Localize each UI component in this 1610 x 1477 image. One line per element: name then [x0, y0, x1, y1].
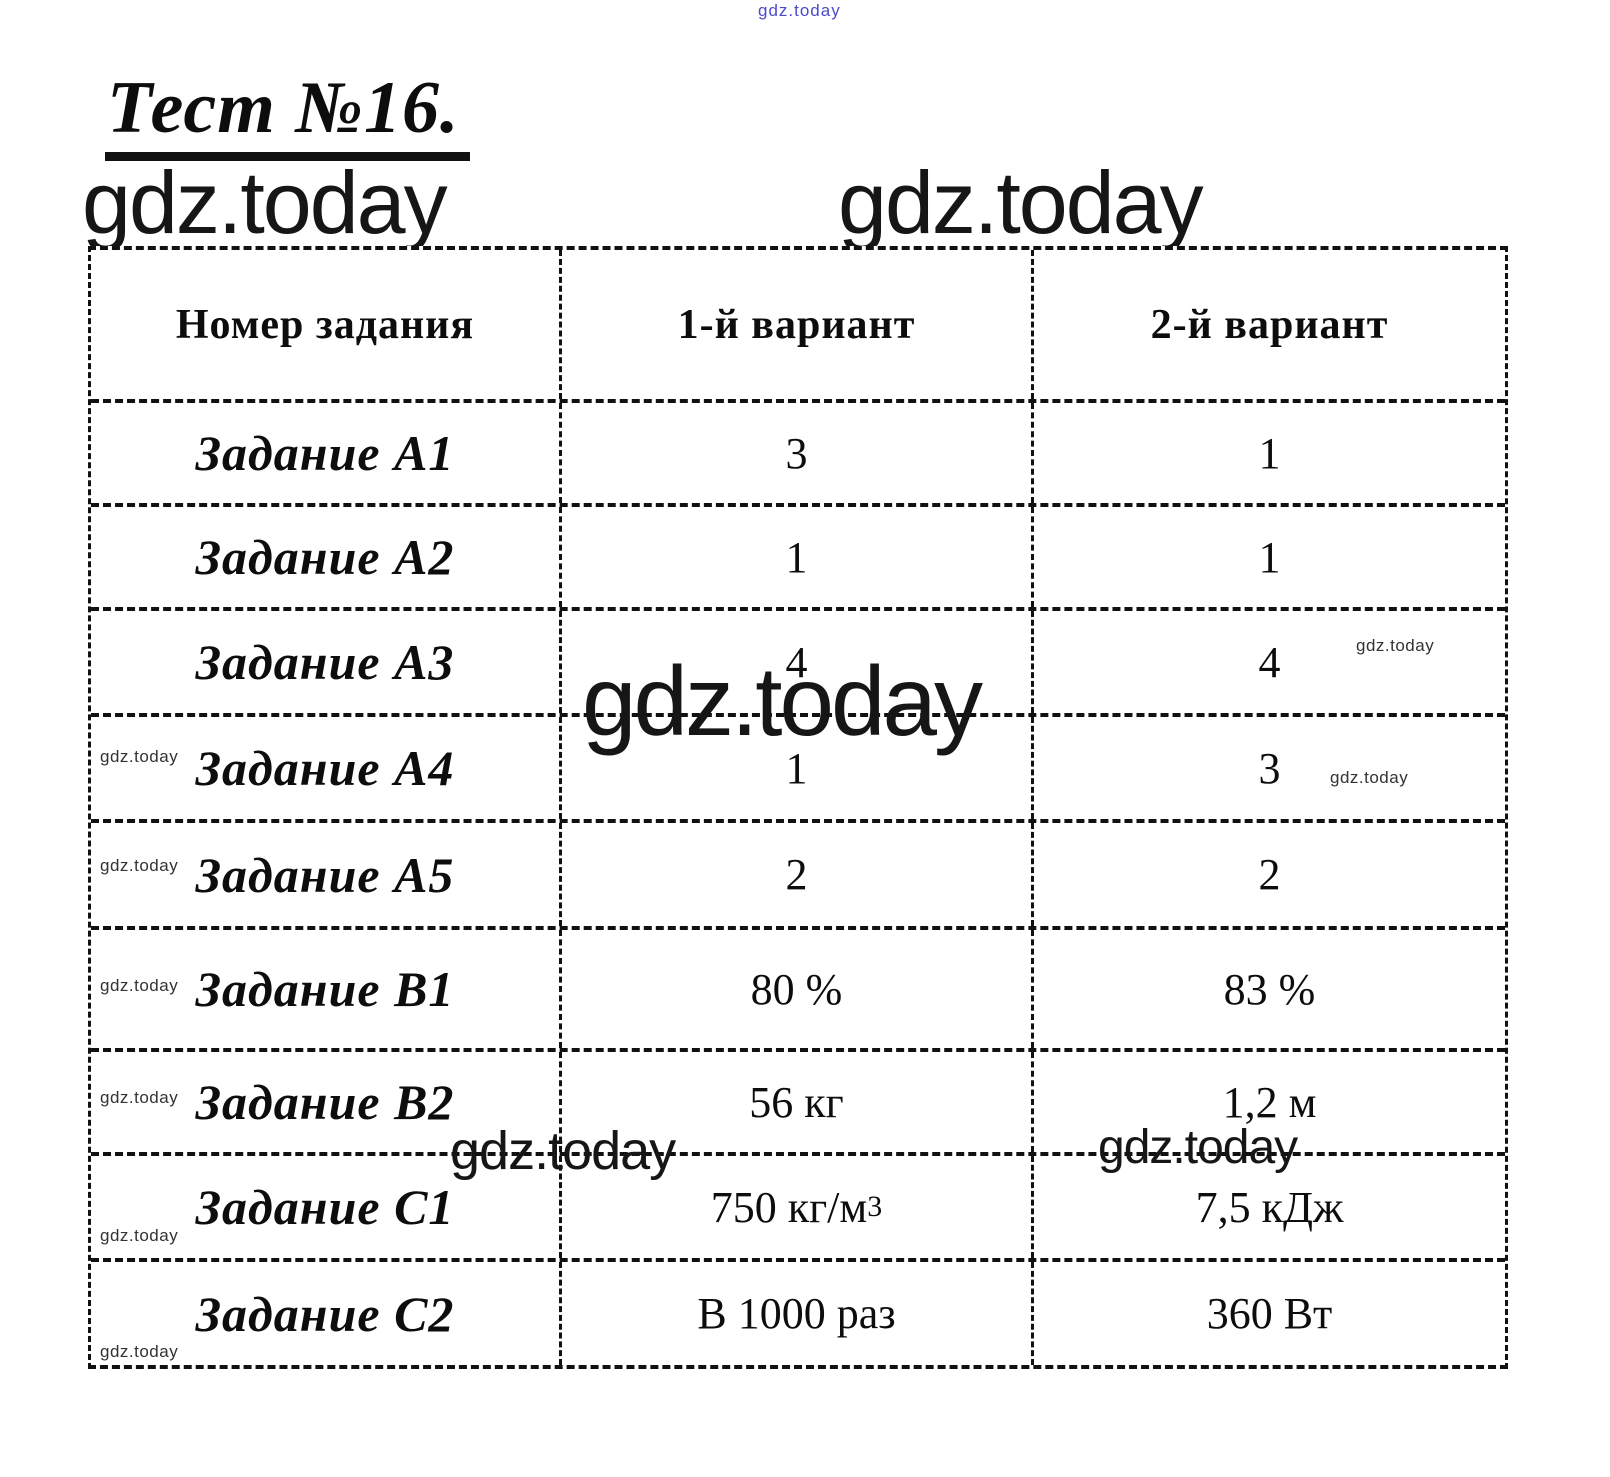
variant1-value: 2: [562, 823, 1034, 926]
variant2-value: 4: [1258, 637, 1281, 687]
variant1-value: 3: [562, 403, 1034, 503]
variant2-value: 1: [1258, 532, 1281, 582]
variant2-value: 7,5 кДж: [1195, 1182, 1344, 1232]
variant2-value: 1: [1258, 428, 1281, 478]
watermark-gdz-today-top: gdz.today: [758, 1, 841, 20]
variant2-value: 360 Вт: [1206, 1289, 1333, 1338]
table-row-a1: Задание А1 3 1: [91, 403, 1505, 507]
variant2-value: 83 %: [1223, 964, 1316, 1014]
watermark-gdz-today-large-left: gdz.today: [82, 153, 448, 252]
table-row-a4: Задание А4 1 3: [91, 717, 1505, 823]
header-cell-variant-2: 2-й вариант: [1150, 301, 1389, 348]
task-label: Задание А1: [91, 403, 562, 503]
task-label: Задание С1: [91, 1156, 562, 1258]
table-row-a5: Задание А5 2 2: [91, 823, 1505, 930]
value-base: 750 кг/м: [710, 1182, 868, 1232]
table-header-row: Номер задания 1-й вариант 2-й вариант: [91, 250, 1505, 403]
header-cell-variant-1: 1-й вариант: [562, 250, 1034, 399]
task-label: Задание А4: [91, 717, 562, 819]
variant1-value: 750 кг/м 3: [562, 1156, 1034, 1258]
variant1-value: 1: [562, 507, 1034, 607]
table-row-a3: Задание А3 4 4: [91, 611, 1505, 717]
variant1-value: 56 кг: [562, 1052, 1034, 1152]
variant2-value: 1,2 м: [1222, 1077, 1317, 1127]
watermark-gdz-today-large-right: gdz.today: [838, 153, 1204, 252]
task-label: Задание А2: [91, 507, 562, 607]
table-row-c1: Задание С1 750 кг/м 3 7,5 кДж: [91, 1156, 1505, 1262]
task-label: Задание В2: [91, 1052, 562, 1152]
variant2-value: 3: [1258, 743, 1281, 793]
task-label: Задание С2: [91, 1262, 562, 1365]
task-label: Задание А5: [91, 823, 562, 926]
table-row-b2: Задание В2 56 кг 1,2 м: [91, 1052, 1505, 1156]
task-label: Задание В1: [91, 930, 562, 1048]
task-label: Задание А3: [91, 611, 562, 713]
table-row-b1: Задание В1 80 % 83 %: [91, 930, 1505, 1052]
answers-table: Номер задания 1-й вариант 2-й вариант За…: [88, 246, 1508, 1369]
table-row-a2: Задание А2 1 1: [91, 507, 1505, 611]
variant1-value: В 1000 раз: [562, 1262, 1034, 1365]
variant2-value: 2: [1258, 850, 1281, 899]
header-cell-task-number: Номер задания: [91, 250, 562, 399]
variant1-value: 1: [562, 717, 1034, 819]
variant1-value: 4: [562, 611, 1034, 713]
variant1-value: 80 %: [562, 930, 1034, 1048]
page-title: Тест №16.: [105, 69, 470, 161]
table-row-c2: Задание С2 В 1000 раз 360 Вт: [91, 1262, 1505, 1365]
